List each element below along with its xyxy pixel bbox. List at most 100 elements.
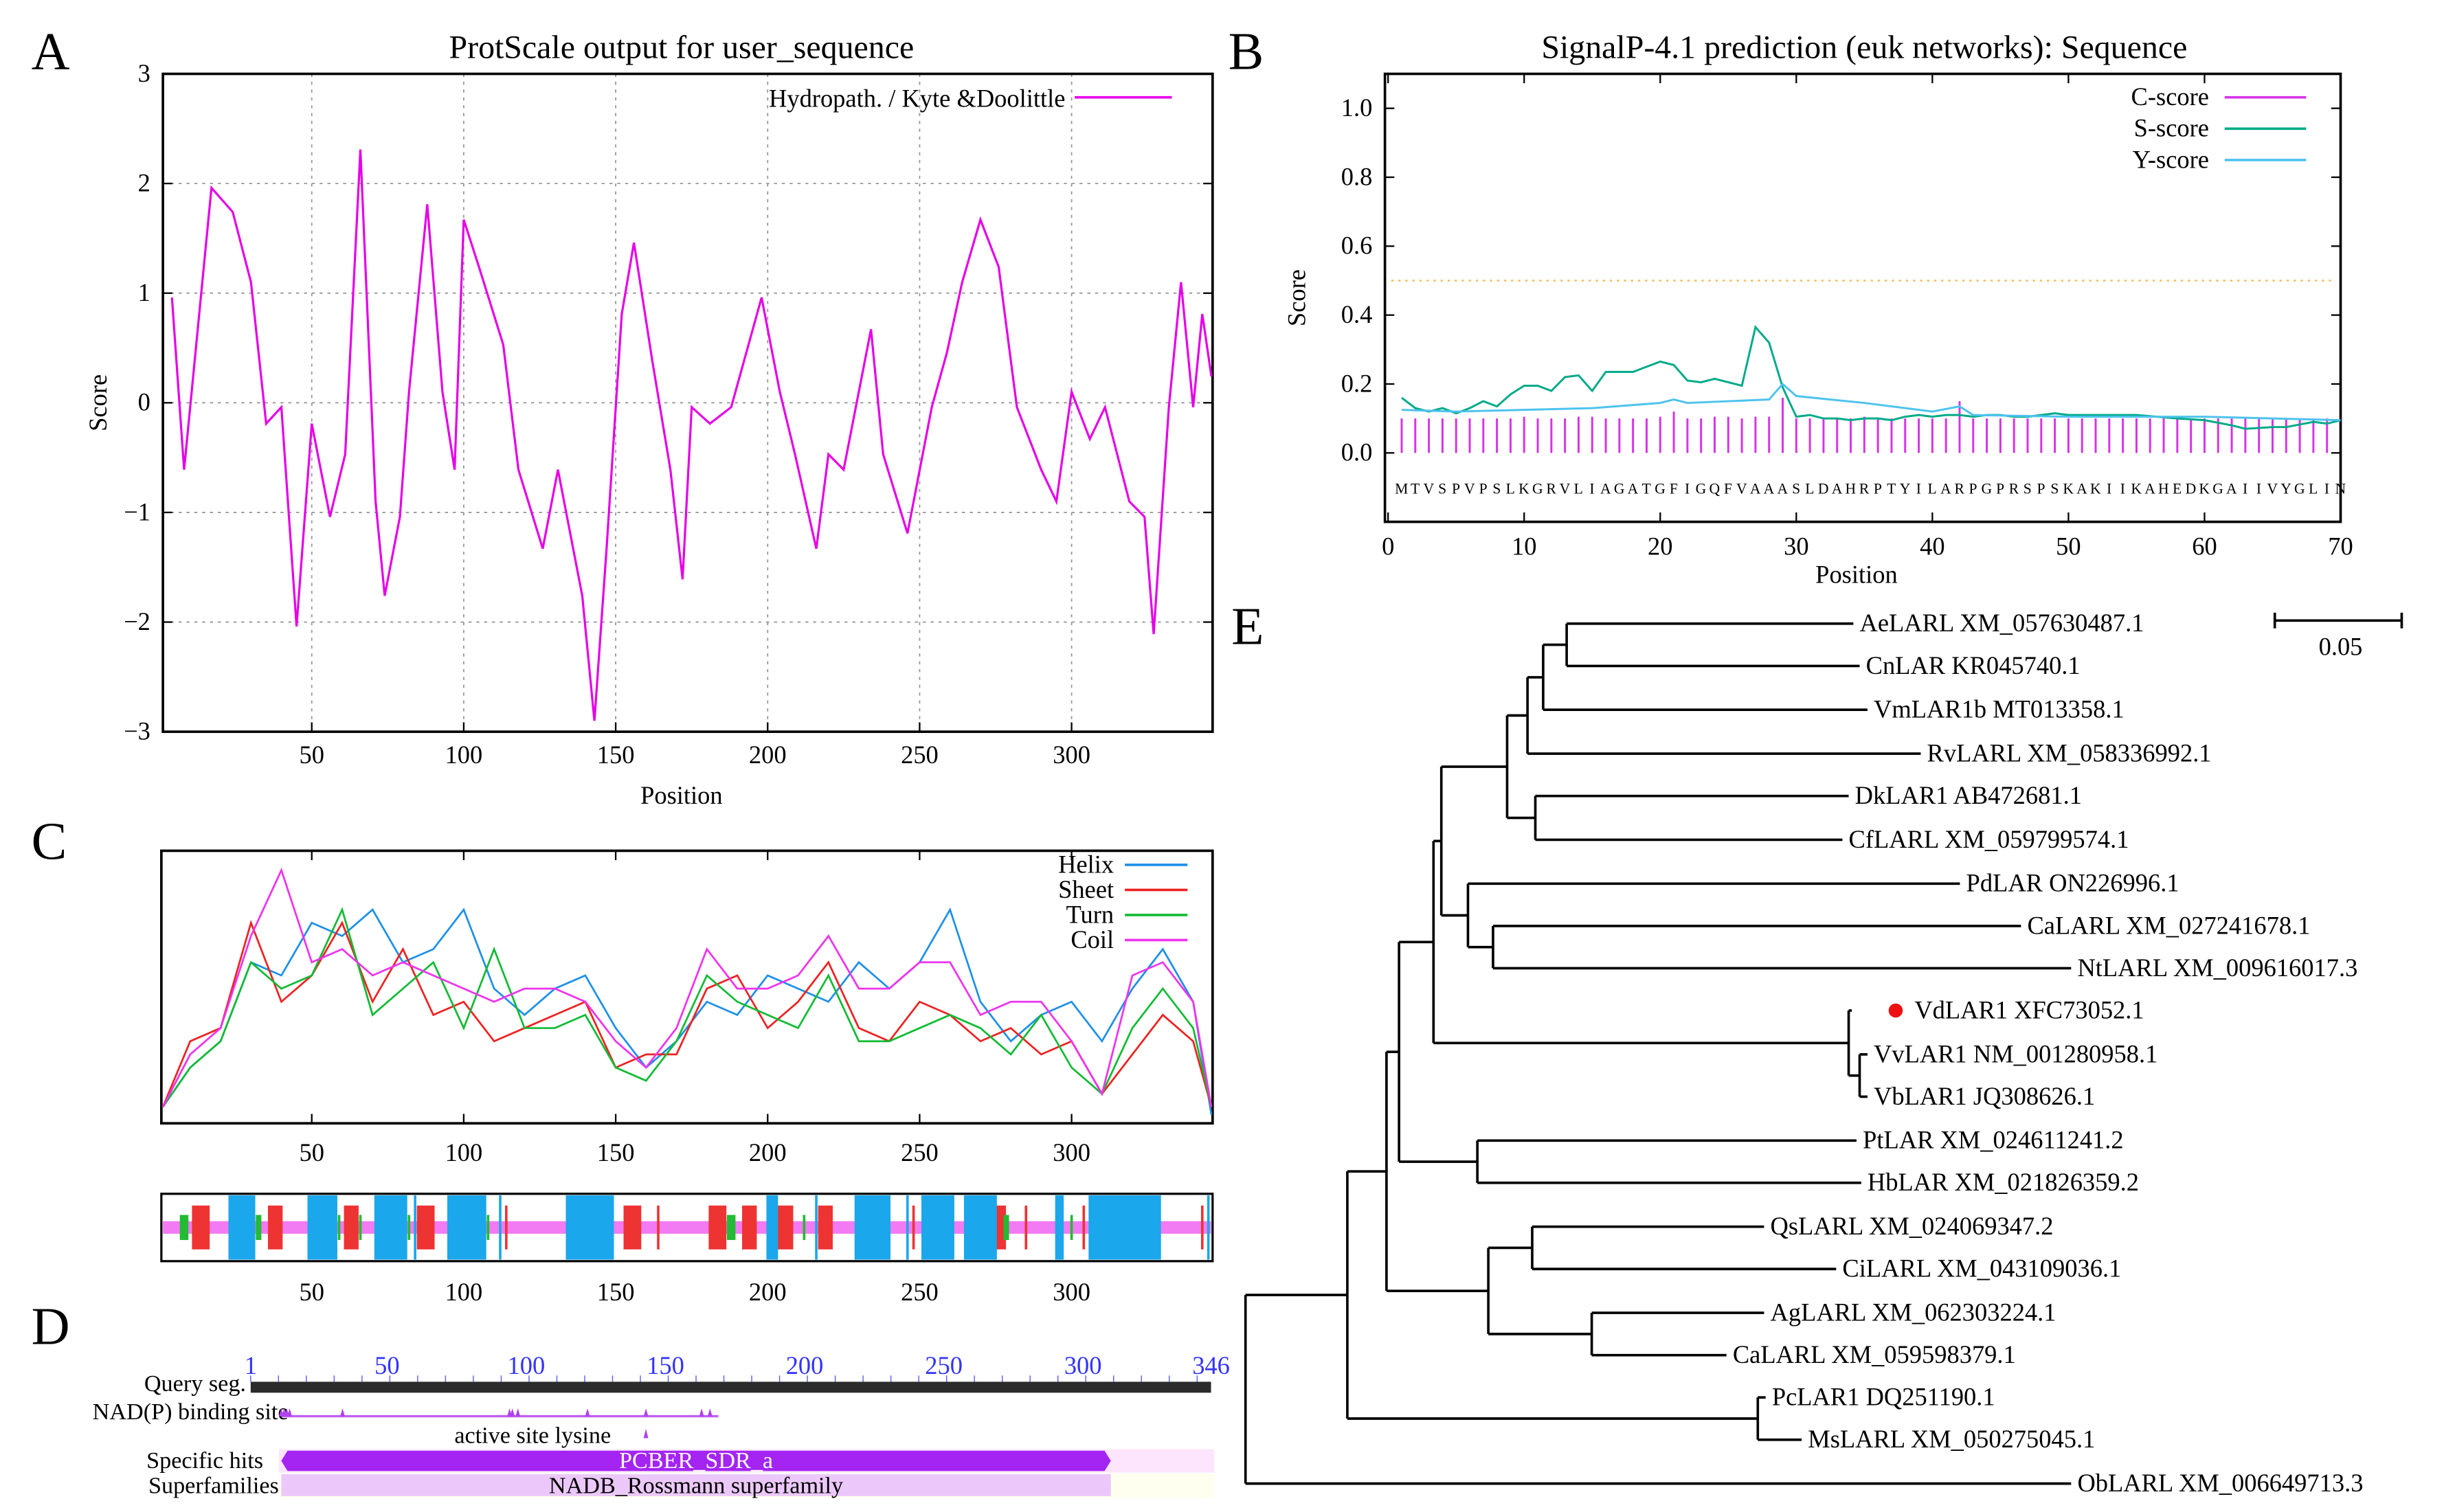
sheet-segment: [1024, 1205, 1028, 1250]
helix-segment: [307, 1195, 337, 1260]
turn-segment: [179, 1215, 189, 1241]
sequence-letter: G: [1655, 481, 1666, 497]
helix-segment: [374, 1195, 407, 1260]
y-axis-label: Score: [1282, 269, 1310, 326]
legend-label: Turn: [1066, 900, 1114, 928]
legend-label: Sheet: [1058, 875, 1114, 903]
tree-leaf-label: ObLARL XM_006649713.3: [2077, 1469, 2363, 1497]
x-tick-label: 150: [597, 1138, 635, 1166]
sequence-letter: G: [2294, 481, 2305, 497]
y-tick-label: 1: [138, 278, 150, 306]
sequence-letter: I: [1685, 481, 1690, 497]
nadp-binding-site-marker: [707, 1408, 713, 1417]
sequence-letter: A: [2226, 481, 2237, 497]
sequence-letter: L: [2309, 481, 2318, 497]
sequence-letter: I: [2243, 481, 2248, 497]
sequence-letter: F: [1670, 481, 1679, 497]
y-tick-label: 0.0: [1341, 438, 1373, 466]
legend-label: Y-score: [2133, 145, 2209, 173]
ruler-tick-label: 346: [1192, 1351, 1230, 1379]
sequence-letter: K: [2090, 481, 2101, 497]
sheet-segment: [1200, 1205, 1204, 1250]
sequence-letter: I: [2256, 481, 2262, 497]
ruler-tick-label: 250: [925, 1351, 963, 1379]
sequence-letter: A: [2144, 481, 2155, 497]
specific-hit-domain: [281, 1450, 1111, 1471]
helix-segment: [1088, 1195, 1161, 1260]
sequence-letter: I: [2324, 481, 2330, 497]
sheet-segment: [267, 1205, 283, 1250]
turn-segment: [1070, 1215, 1073, 1241]
bar-x-tick-label: 100: [445, 1278, 483, 1306]
plot-area: [161, 72, 1214, 733]
turn-segment: [803, 1215, 806, 1241]
s-score-line: [1401, 325, 2341, 430]
query-sequence-bar: [250, 1381, 1211, 1393]
sequence-letter: R: [1955, 481, 1965, 497]
sequence-letter: M: [1395, 481, 1409, 497]
nadp-binding-site-marker: [340, 1408, 345, 1417]
legend-label: Coil: [1070, 925, 1114, 954]
sequence-letter: I: [1589, 481, 1595, 497]
helix-segment: [921, 1195, 954, 1260]
panel-label-d: D: [32, 1297, 70, 1356]
sequence-letter: F: [1724, 481, 1733, 497]
sheet-segment: [657, 1205, 660, 1250]
sequence-letter: N: [2335, 481, 2346, 497]
turn-line: [161, 907, 1213, 1108]
turn-segment: [359, 1215, 362, 1241]
sequence-letter: A: [2076, 481, 2087, 497]
ruler-tick-label: 200: [786, 1351, 824, 1379]
sequence-letter: A: [1764, 481, 1775, 497]
helix-segment: [447, 1195, 486, 1260]
sequence-letter: S: [1438, 481, 1447, 497]
helix-segment: [766, 1195, 778, 1260]
sequence-letter: P: [1996, 481, 2005, 497]
y-tick-label: 0.8: [1341, 162, 1373, 190]
x-tick-label: 250: [901, 1138, 939, 1166]
sequence-letter: A: [1940, 481, 1951, 497]
sheet-segment: [742, 1205, 757, 1250]
sequence-letter: S: [2023, 481, 2032, 497]
x-tick-label: 60: [2192, 532, 2217, 561]
sequence-letter: P: [1452, 481, 1461, 497]
hydropathy-series-line: [170, 149, 1213, 721]
helix-segment: [228, 1195, 256, 1260]
x-tick-label: 40: [1920, 532, 1944, 561]
helix-segment: [565, 1195, 614, 1260]
x-tick-label: 20: [1648, 532, 1672, 561]
sheet-segment: [708, 1205, 727, 1250]
sequence-letter: S: [1792, 481, 1801, 497]
sequence-letter: L: [1928, 481, 1938, 497]
sequence-letter: D: [2186, 481, 2197, 497]
y-tick-label: −3: [124, 717, 150, 745]
sheet-segment: [416, 1205, 435, 1250]
y-score-line: [1401, 382, 2341, 422]
sequence-letter: A: [1832, 481, 1843, 497]
sequence-letter: P: [1969, 481, 1978, 497]
ruler-tick-label: 300: [1064, 1351, 1102, 1379]
superfamilies-label: Superfamilies: [148, 1473, 279, 1498]
signalp-chart: SignalP-4.1 prediction (euk networks): S…: [1282, 30, 2353, 589]
bar-x-tick-label: 250: [901, 1278, 939, 1306]
sequence-letter: Q: [1709, 481, 1720, 497]
sequence-letter: A: [1777, 481, 1788, 497]
active-site-marker: [643, 1428, 649, 1438]
tree-leaf-label: VmLAR1b MT013358.1: [1874, 695, 2125, 723]
y-tick-label: −2: [124, 607, 150, 635]
sheet-segment: [912, 1205, 915, 1250]
sequence-letter: R: [2009, 481, 2019, 497]
sequence-letter: A: [1628, 481, 1639, 497]
x-tick-label: 50: [300, 741, 324, 769]
sequence-letter: Y: [2280, 481, 2291, 497]
sequence-letter: V: [1560, 481, 1571, 497]
tree-leaf-label: VbLAR1 JQ308626.1: [1874, 1082, 2095, 1110]
sequence-letter: K: [2131, 481, 2142, 497]
tree-leaf-label: HbLAR XM_021826359.2: [1868, 1168, 2139, 1196]
tree-leaf-label: CnLAR KR045740.1: [1866, 651, 2081, 679]
tree-leaf-label: VdLAR1 XFC73052.1: [1914, 995, 2144, 1024]
sequence-letter: T: [1887, 481, 1896, 497]
tree-leaf-label: VvLAR1 NM_001280958.1: [1874, 1039, 2157, 1068]
turn-segment: [407, 1215, 411, 1241]
bar-x-tick-label: 150: [597, 1278, 635, 1306]
